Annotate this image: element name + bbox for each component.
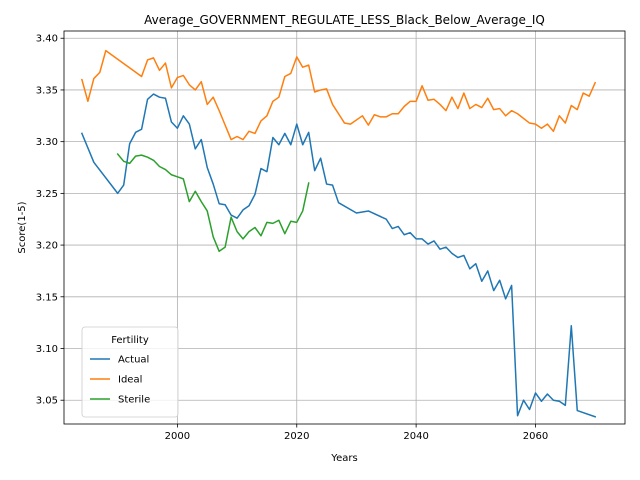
legend-title: Fertility xyxy=(111,335,149,346)
y-tick-label: 3.15 xyxy=(36,292,58,303)
y-tick-label: 3.30 xyxy=(36,137,58,148)
y-tick-label: 3.05 xyxy=(36,396,58,407)
series-line-sterile xyxy=(116,153,310,253)
y-tick-label: 3.10 xyxy=(36,344,58,355)
legend-label-actual: Actual xyxy=(118,355,149,366)
grid-lines xyxy=(64,31,625,424)
legend: Fertility Actual Ideal Sterile xyxy=(81,326,179,418)
y-tick-label: 3.40 xyxy=(36,34,58,45)
series-line-ideal xyxy=(80,49,597,141)
legend-box xyxy=(81,326,179,418)
legend-label-sterile: Sterile xyxy=(118,395,150,406)
legend-label-ideal: Ideal xyxy=(118,375,142,386)
series-line-actual xyxy=(80,93,597,418)
x-tick-label: 2020 xyxy=(284,431,309,442)
chart-title: Average_GOVERNMENT_REGULATE_LESS_Black_B… xyxy=(144,13,545,27)
series-lines xyxy=(80,49,597,418)
x-tick-label: 2060 xyxy=(523,431,548,442)
x-axis-label: Years xyxy=(330,453,357,464)
y-axis-label: Score(1-5) xyxy=(17,201,28,253)
y-tick-label: 3.20 xyxy=(36,241,58,252)
x-tick-label: 2040 xyxy=(403,431,428,442)
y-tick-label: 3.25 xyxy=(36,189,58,200)
x-tick-label: 2000 xyxy=(165,431,190,442)
y-tick-label: 3.35 xyxy=(36,85,58,96)
plot-frame xyxy=(63,30,626,425)
axis-ticks: 2000 2020 2040 2060 3.05 3.10 3.15 3.20 3.25 3.30… xyxy=(36,34,548,442)
